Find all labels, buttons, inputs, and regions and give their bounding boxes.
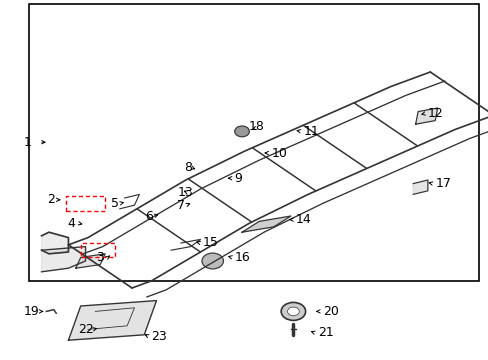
Text: 23: 23 [151, 330, 167, 343]
Polygon shape [242, 216, 290, 232]
Text: 21: 21 [317, 327, 333, 339]
Text: 7: 7 [177, 199, 184, 212]
Text: 5: 5 [111, 197, 119, 210]
Text: 6: 6 [145, 210, 153, 222]
Text: 16: 16 [234, 251, 250, 264]
Text: 13: 13 [178, 186, 193, 199]
Text: 20: 20 [322, 305, 338, 318]
Polygon shape [412, 180, 427, 194]
Text: 14: 14 [295, 213, 311, 226]
Text: 10: 10 [271, 147, 286, 159]
Text: 15: 15 [203, 237, 218, 249]
Text: 3: 3 [96, 251, 104, 264]
Polygon shape [68, 301, 156, 340]
Text: 2: 2 [47, 193, 55, 206]
Circle shape [281, 302, 305, 320]
Text: 11: 11 [303, 125, 318, 138]
Text: 4: 4 [67, 217, 75, 230]
Polygon shape [415, 108, 437, 124]
Polygon shape [41, 232, 68, 254]
Text: 19: 19 [24, 305, 40, 318]
Text: 18: 18 [248, 120, 264, 132]
Bar [29, 4, 478, 281]
Polygon shape [41, 247, 85, 272]
Text: 9: 9 [234, 172, 242, 185]
Polygon shape [76, 254, 105, 268]
Text: 22: 22 [78, 323, 93, 336]
Text: 12: 12 [427, 107, 443, 120]
Text: 1: 1 [24, 136, 32, 149]
Text: 8: 8 [184, 161, 192, 174]
Text: 17: 17 [434, 177, 450, 190]
Circle shape [287, 307, 299, 316]
Circle shape [234, 126, 249, 137]
Circle shape [202, 253, 223, 269]
